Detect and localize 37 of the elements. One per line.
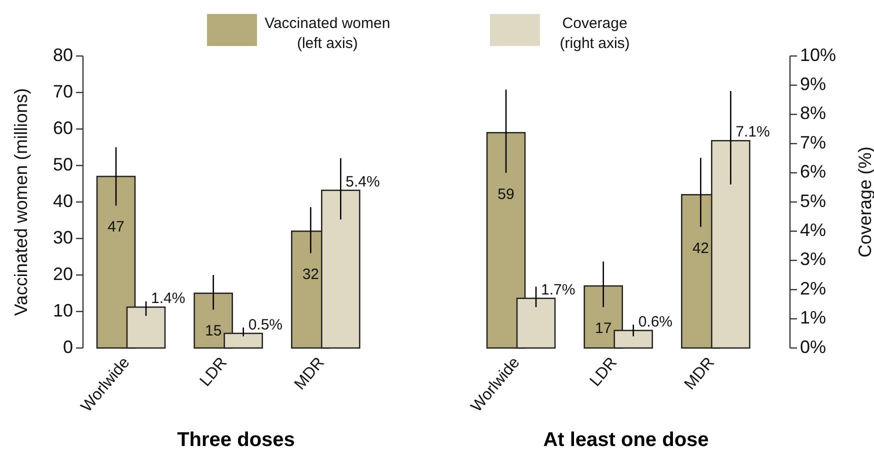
data-label: 0.6% bbox=[638, 313, 673, 330]
data-label: 1.4% bbox=[151, 290, 186, 308]
y-tick-label: 0 bbox=[62, 336, 73, 357]
legend-label: Coverage (right axis) bbox=[560, 14, 630, 52]
data-label: 1.7% bbox=[541, 281, 576, 298]
data-label: 59 bbox=[498, 186, 514, 203]
y2-tick-label: 9% bbox=[800, 74, 826, 94]
y-tick-label: 40 bbox=[52, 190, 73, 211]
data-label: 32 bbox=[302, 266, 320, 284]
y-tick-label: 10 bbox=[52, 300, 73, 320]
y2-tick-label: 4% bbox=[800, 220, 826, 240]
data-label: 42 bbox=[692, 240, 710, 257]
data-label: 47 bbox=[108, 218, 124, 236]
y2-tick-label: 7% bbox=[800, 132, 826, 152]
text: Three doses bbox=[177, 429, 295, 451]
text: At least one dose bbox=[543, 429, 709, 451]
y-tick-label: 30 bbox=[52, 227, 73, 248]
y2-tick-label: 5% bbox=[800, 190, 826, 211]
y-axis-title: Vaccinated women (millions) bbox=[10, 88, 31, 316]
y-tick-label: 70 bbox=[52, 81, 73, 102]
y-tick-label: 80 bbox=[52, 44, 73, 65]
y2-tick-label: 8% bbox=[800, 103, 826, 124]
y-tick-label: 60 bbox=[52, 118, 73, 138]
data-label: 17 bbox=[594, 320, 612, 338]
y-tick-label: 50 bbox=[52, 154, 73, 174]
y2-tick-label: 2% bbox=[800, 278, 826, 298]
data-label: 15 bbox=[204, 322, 222, 340]
legend-label: Vaccinated women (left axis) bbox=[264, 14, 390, 52]
y2-tick-label: 0% bbox=[800, 336, 826, 357]
y2-tick-label: 3% bbox=[800, 249, 826, 270]
data-label: 5.4% bbox=[346, 173, 380, 190]
data-label: 7.1% bbox=[736, 124, 770, 141]
y2-tick-label: 6% bbox=[800, 162, 826, 182]
y2-tick-label: 10% bbox=[800, 44, 836, 65]
y-tick-label: 20 bbox=[52, 264, 73, 284]
y2-tick-label: 1% bbox=[800, 308, 826, 328]
data-label: 0.5% bbox=[248, 316, 283, 334]
